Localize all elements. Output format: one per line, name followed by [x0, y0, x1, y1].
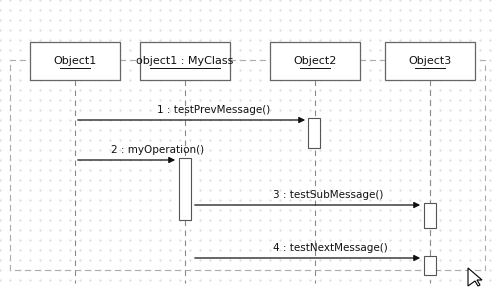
Bar — [424, 203, 436, 228]
Text: 4 : testNextMessage(): 4 : testNextMessage() — [273, 243, 388, 253]
Text: 3 : testSubMessage(): 3 : testSubMessage() — [273, 190, 383, 200]
Text: 2 : myOperation(): 2 : myOperation() — [111, 145, 204, 155]
Bar — [10, 60, 485, 270]
Text: Object1: Object1 — [53, 56, 97, 66]
Text: object1 : MyClass: object1 : MyClass — [136, 56, 234, 66]
Bar — [270, 42, 360, 80]
Polygon shape — [468, 268, 482, 286]
Bar — [385, 42, 475, 80]
Bar — [179, 158, 191, 220]
Text: Object3: Object3 — [408, 56, 452, 66]
Text: Object2: Object2 — [293, 56, 337, 66]
Bar — [424, 256, 436, 275]
Bar — [308, 118, 320, 148]
Text: 1 : testPrevMessage(): 1 : testPrevMessage() — [157, 105, 270, 115]
Bar — [30, 42, 120, 80]
Bar — [140, 42, 230, 80]
